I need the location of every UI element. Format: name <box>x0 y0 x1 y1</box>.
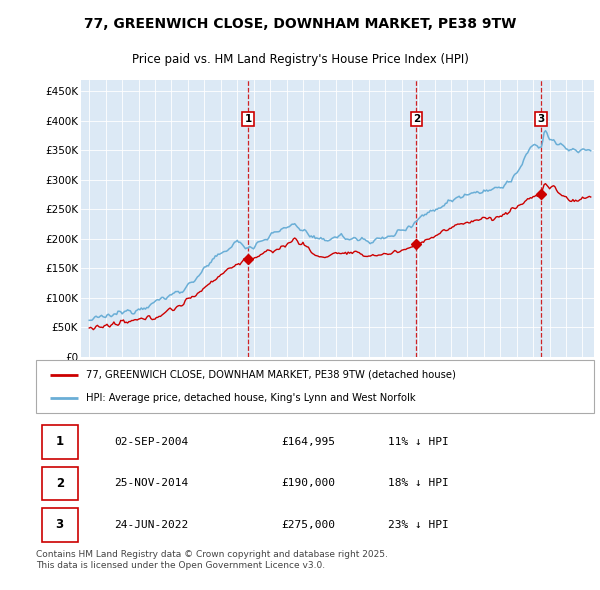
Text: 1: 1 <box>56 435 64 448</box>
Text: £190,000: £190,000 <box>281 478 335 489</box>
Text: £164,995: £164,995 <box>281 437 335 447</box>
Text: 23% ↓ HPI: 23% ↓ HPI <box>388 520 448 530</box>
FancyBboxPatch shape <box>41 508 78 542</box>
Text: 77, GREENWICH CLOSE, DOWNHAM MARKET, PE38 9TW: 77, GREENWICH CLOSE, DOWNHAM MARKET, PE3… <box>84 17 516 31</box>
Text: 24-JUN-2022: 24-JUN-2022 <box>114 520 188 530</box>
Text: Contains HM Land Registry data © Crown copyright and database right 2025.
This d: Contains HM Land Registry data © Crown c… <box>36 550 388 570</box>
Text: 02-SEP-2004: 02-SEP-2004 <box>114 437 188 447</box>
Text: 3: 3 <box>538 114 545 124</box>
FancyBboxPatch shape <box>36 360 594 413</box>
Text: 18% ↓ HPI: 18% ↓ HPI <box>388 478 448 489</box>
Text: 2: 2 <box>413 114 420 124</box>
Text: HPI: Average price, detached house, King's Lynn and West Norfolk: HPI: Average price, detached house, King… <box>86 393 416 403</box>
FancyBboxPatch shape <box>41 467 78 500</box>
Text: £275,000: £275,000 <box>281 520 335 530</box>
FancyBboxPatch shape <box>41 425 78 459</box>
Text: 1: 1 <box>245 114 252 124</box>
Text: 11% ↓ HPI: 11% ↓ HPI <box>388 437 448 447</box>
Text: 25-NOV-2014: 25-NOV-2014 <box>114 478 188 489</box>
Text: 77, GREENWICH CLOSE, DOWNHAM MARKET, PE38 9TW (detached house): 77, GREENWICH CLOSE, DOWNHAM MARKET, PE3… <box>86 370 456 380</box>
Text: 3: 3 <box>56 519 64 532</box>
Text: 2: 2 <box>56 477 64 490</box>
Text: Price paid vs. HM Land Registry's House Price Index (HPI): Price paid vs. HM Land Registry's House … <box>131 53 469 66</box>
